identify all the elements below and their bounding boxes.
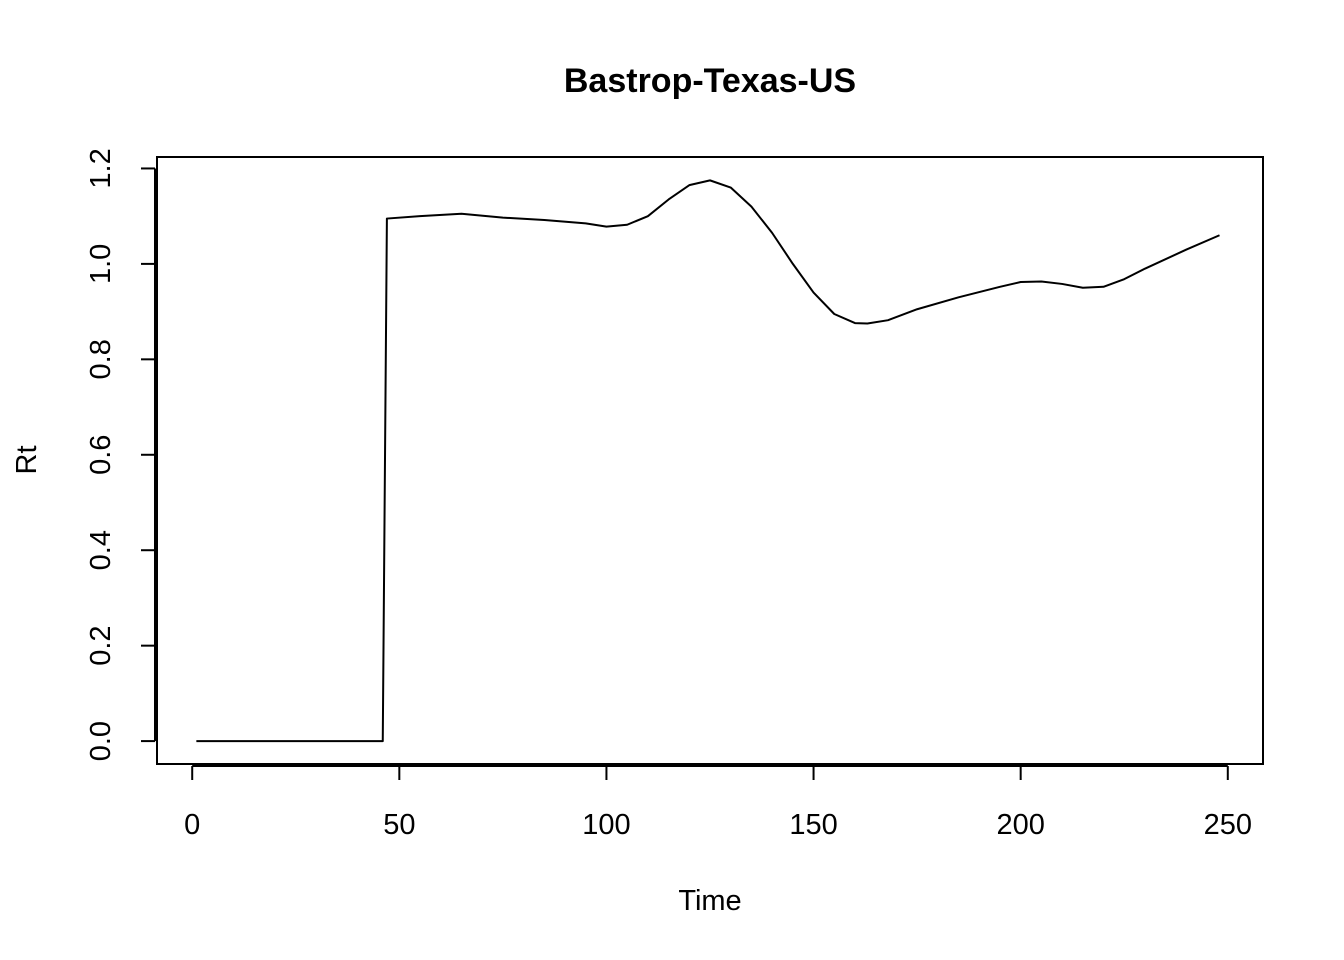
y-tick-label: 0.4 <box>85 530 117 570</box>
y-axis-title: Rt <box>11 446 43 475</box>
y-tick-label: 0.0 <box>85 721 117 761</box>
y-tick-label: 0.2 <box>85 625 117 665</box>
chart-title: Bastrop-Texas-US <box>564 62 856 100</box>
x-axis: 0 50 100 150 200 250 <box>184 765 1252 841</box>
y-tick-label: 1.2 <box>85 148 117 188</box>
x-tick-label: 0 <box>184 809 200 841</box>
y-tick-label: 1.0 <box>85 244 117 284</box>
x-axis-title: Time <box>678 885 741 917</box>
x-tick-label: 150 <box>789 809 837 841</box>
x-tick-label: 100 <box>582 809 630 841</box>
y-axis: 0.0 0.2 0.4 0.6 0.8 1.0 1.2 <box>85 148 156 761</box>
x-tick-label: 200 <box>996 809 1044 841</box>
plot-area-frame <box>156 156 1264 765</box>
x-tick-label: 250 <box>1204 809 1252 841</box>
rt-series-line <box>196 179 1220 743</box>
x-tick-label: 50 <box>383 809 415 841</box>
y-tick-label: 0.6 <box>85 435 117 475</box>
y-tick-label: 0.8 <box>85 339 117 379</box>
